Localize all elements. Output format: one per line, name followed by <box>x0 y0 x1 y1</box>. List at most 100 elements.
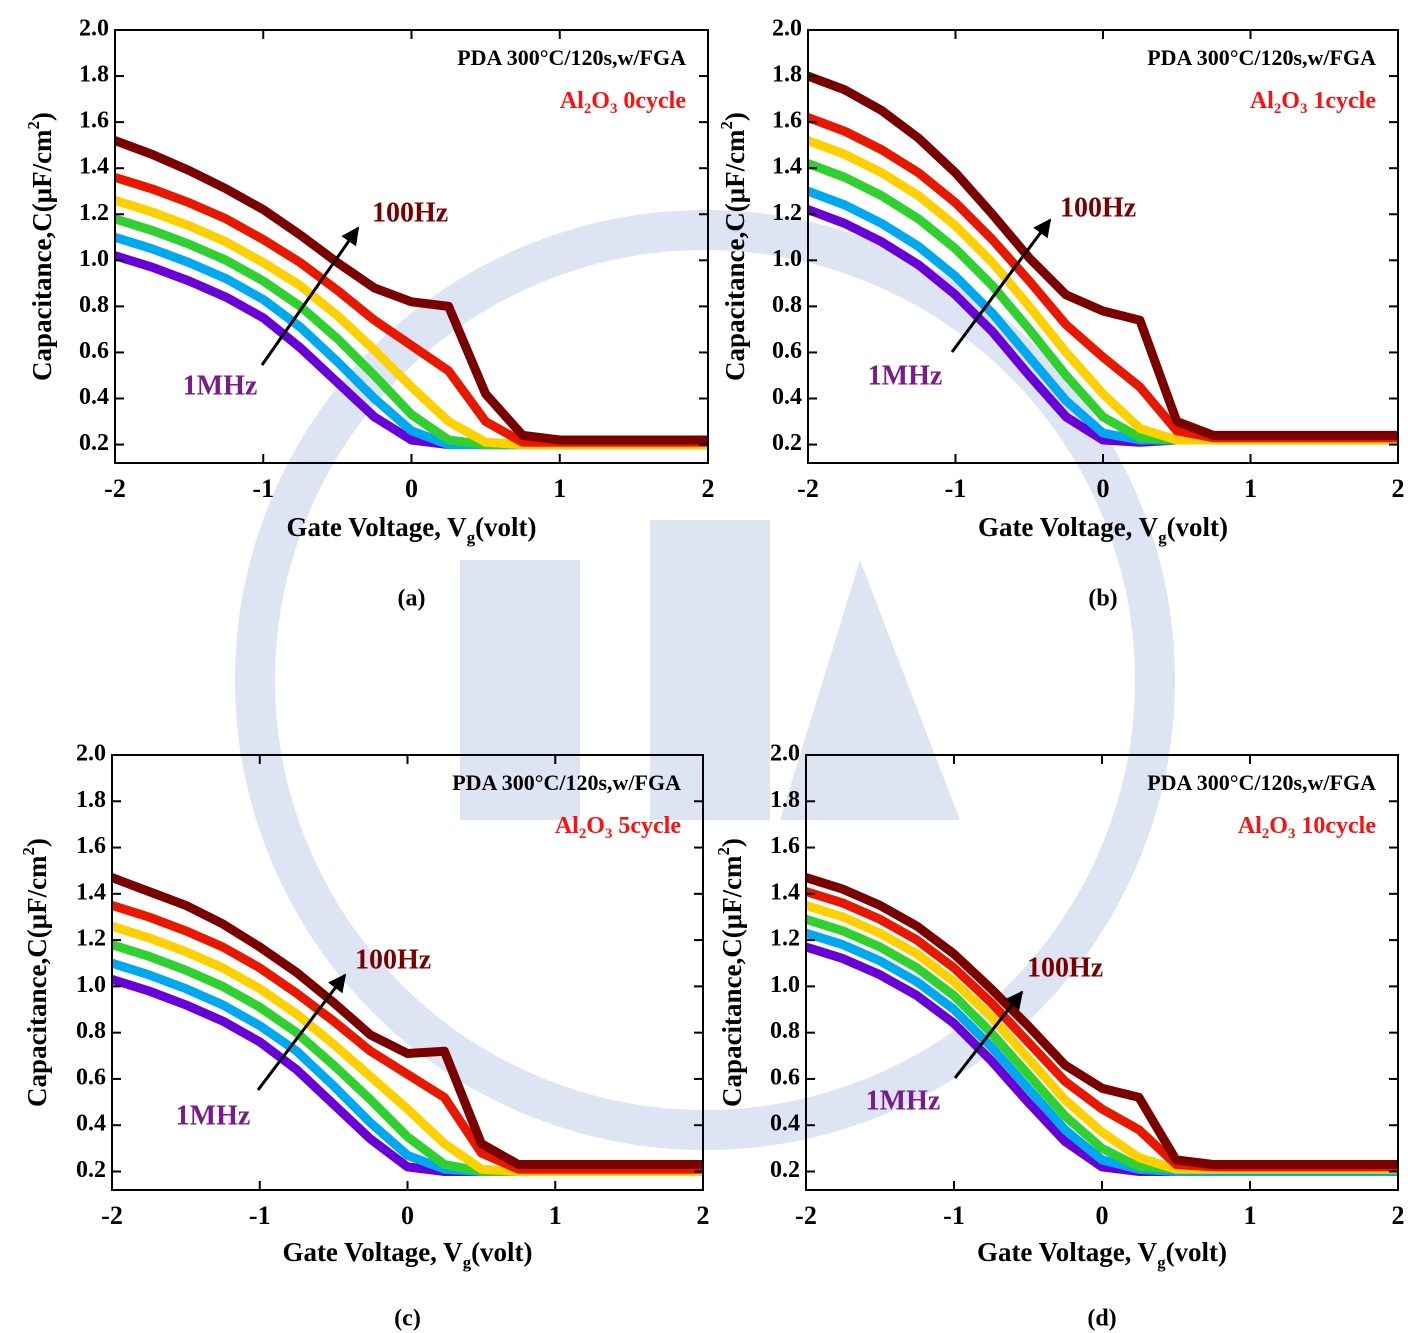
panel-label: (d) <box>1087 1306 1116 1332</box>
x-axis-title: Gate Voltage, Vg(volt) <box>978 512 1228 547</box>
y-tick-label: 0.2 <box>79 430 109 456</box>
x-tick-label: 0 <box>1097 474 1110 503</box>
x-tick-label: 1 <box>1244 1201 1257 1230</box>
y-tick-label: 0.2 <box>770 1157 800 1183</box>
x-tick-label: 1 <box>549 1201 562 1230</box>
y-tick-label: 1.6 <box>76 833 106 859</box>
y-tick-label: 0.2 <box>772 430 802 456</box>
x-tick-label: -2 <box>795 1201 817 1230</box>
y-tick-label: 1.6 <box>772 108 802 134</box>
text-part: 3 <box>605 826 612 842</box>
text-part: 2 <box>19 847 38 855</box>
x-tick-label: -1 <box>943 1201 965 1230</box>
text-part: 2 <box>717 121 736 129</box>
text-part: 1cycle <box>1307 88 1376 114</box>
y-tick-label: 0.4 <box>76 1111 106 1137</box>
y-tick-label: 1.0 <box>770 972 800 998</box>
y-tick-label: 1.6 <box>79 108 109 134</box>
high-frequency-label: 100Hz <box>372 197 448 228</box>
text-part: 2 <box>24 121 43 129</box>
y-axis-title: Capacitance,C(μF/cm2) <box>714 838 747 1107</box>
text-part: (volt) <box>471 1237 532 1267</box>
low-frequency-label: 1MHz <box>868 360 943 391</box>
panel-label: (c) <box>394 1306 421 1332</box>
x-tick-label: -1 <box>249 1201 271 1230</box>
text-part: 3 <box>1288 826 1295 842</box>
text-part: O <box>591 88 610 114</box>
y-tick-label: 0.6 <box>772 338 802 364</box>
text-part: Capacitance,C(μF/cm <box>22 855 52 1107</box>
text-part: 10cycle <box>1295 813 1376 839</box>
y-tick-label: 1.0 <box>76 972 106 998</box>
text-part: Capacitance,C(μF/cm <box>27 129 57 381</box>
annotation-title: PDA 300°C/120s,w/FGA <box>1147 45 1376 70</box>
x-axis-title: Gate Voltage, Vg(volt) <box>282 1237 532 1272</box>
x-tick-label: -2 <box>797 474 819 503</box>
text-part: Al <box>555 813 579 839</box>
x-tick-label: 1 <box>553 474 566 503</box>
text-part: O <box>586 813 605 839</box>
annotation-material: Al2O3 0cycle <box>560 88 687 118</box>
y-tick-label: 1.2 <box>770 926 800 952</box>
y-tick-label: 0.2 <box>76 1157 106 1183</box>
annotation-material: Al2O3 1cycle <box>1250 88 1377 118</box>
cv-curve <box>806 892 1398 1167</box>
text-part: 2 <box>714 847 733 855</box>
x-tick-label: 1 <box>1244 474 1257 503</box>
y-tick-label: 1.8 <box>772 62 802 88</box>
x-tick-label: 0 <box>405 474 418 503</box>
panel-label: (a) <box>398 586 426 612</box>
y-axis-title: Capacitance,C(μF/cm2) <box>24 112 57 381</box>
y-tick-label: 2.0 <box>79 16 109 42</box>
y-tick-label: 0.6 <box>79 338 109 364</box>
text-part: (volt) <box>475 512 536 542</box>
text-part: Al <box>1238 813 1262 839</box>
y-tick-label: 1.8 <box>770 787 800 813</box>
text-part: ) <box>717 838 747 847</box>
y-tick-label: 0.4 <box>772 384 802 410</box>
high-frequency-label: 100Hz <box>1027 952 1103 983</box>
annotation-title: PDA 300°C/120s,w/FGA <box>457 45 686 70</box>
text-part: 2 <box>1262 826 1269 842</box>
y-tick-label: 1.2 <box>772 200 802 226</box>
y-tick-label: 1.4 <box>76 879 106 905</box>
panel-label: (b) <box>1088 586 1117 612</box>
low-frequency-label: 1MHz <box>866 1085 941 1116</box>
annotation-title: PDA 300°C/120s,w/FGA <box>1147 770 1376 795</box>
y-tick-label: 0.8 <box>76 1018 106 1044</box>
text-part: (volt) <box>1167 512 1228 542</box>
x-axis-title: Gate Voltage, Vg(volt) <box>977 1237 1227 1272</box>
y-tick-label: 0.4 <box>770 1111 800 1137</box>
figure: 0.2 0.4 0.6 0.8 1.0 1.2 1.4 1.6 1.8 2.0 -2 -1 0 1 2 PDA… <box>0 0 1408 1333</box>
low-frequency-label: 1MHz <box>183 370 258 401</box>
text-part: 3 <box>610 101 617 117</box>
y-tick-label: 1.4 <box>772 154 802 180</box>
y-tick-label: 1.0 <box>772 246 802 272</box>
text-part: Capacitance,C(μF/cm <box>720 129 750 381</box>
x-tick-label: 2 <box>1392 1201 1405 1230</box>
annotation-material: Al2O3 10cycle <box>1238 813 1377 843</box>
cv-curve <box>808 210 1398 443</box>
low-frequency-label: 1MHz <box>176 1100 251 1131</box>
y-tick-label: 0.8 <box>772 292 802 318</box>
x-axis-title: Gate Voltage, Vg(volt) <box>286 512 536 547</box>
text-part: 3 <box>1300 101 1307 117</box>
y-tick-label: 1.4 <box>79 154 109 180</box>
y-tick-label: 0.8 <box>770 1018 800 1044</box>
text-part: 2 <box>579 826 586 842</box>
text-part: Gate Voltage, V <box>286 512 467 542</box>
annotation-title: PDA 300°C/120s,w/FGA <box>452 770 681 795</box>
cv-curve <box>806 905 1398 1169</box>
y-tick-label: 1.6 <box>770 833 800 859</box>
text-part: O <box>1269 813 1288 839</box>
x-tick-label: 0 <box>1096 1201 1109 1230</box>
text-part: 0cycle <box>617 88 686 114</box>
y-tick-label: 0.6 <box>76 1064 106 1090</box>
y-tick-label: 2.0 <box>772 16 802 42</box>
annotation-material: Al2O3 5cycle <box>555 813 682 843</box>
y-tick-label: 0.8 <box>79 292 109 318</box>
y-tick-label: 0.4 <box>79 384 109 410</box>
y-tick-label: 1.2 <box>79 200 109 226</box>
x-tick-label: 0 <box>401 1201 414 1230</box>
